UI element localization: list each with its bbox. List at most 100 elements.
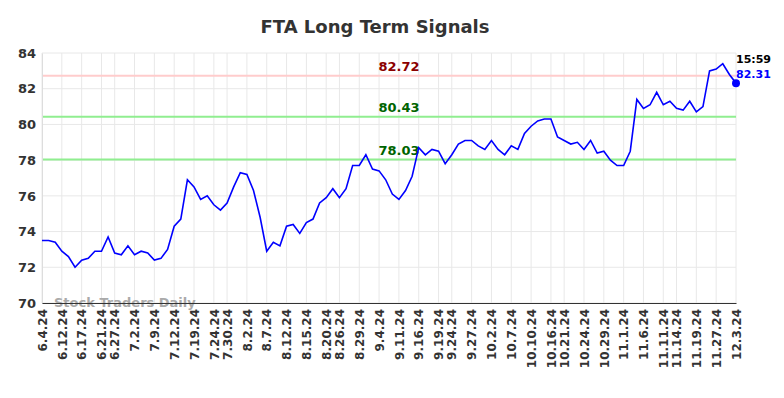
grid-line xyxy=(491,53,492,303)
grid-line xyxy=(42,195,736,196)
plot-area xyxy=(42,64,736,268)
tick: 10.16.24 xyxy=(545,303,559,368)
tick: 9.4.24 xyxy=(373,303,387,352)
grid-line xyxy=(42,231,736,232)
tick: 8.12.24 xyxy=(280,303,294,360)
tick: 6.21.24 xyxy=(95,303,109,360)
tick: 72 xyxy=(18,260,42,275)
tick-label: 74 xyxy=(18,224,36,239)
end-time: 15:59 xyxy=(736,53,771,66)
tick-label: 7.19.24 xyxy=(188,309,202,360)
grid-line xyxy=(550,53,551,303)
tick: 8.7.24 xyxy=(260,303,274,352)
tick-label: 10.24.24 xyxy=(578,309,592,368)
tick: 7.9.24 xyxy=(148,303,162,352)
tick-label: 6.21.24 xyxy=(95,309,109,360)
grid-line xyxy=(438,53,439,303)
tick-label: 6.12.24 xyxy=(56,309,70,360)
tick: 10.21.24 xyxy=(558,303,572,368)
tick-label: 8.26.24 xyxy=(333,309,347,360)
tick-label: 11.14.24 xyxy=(670,309,684,368)
x-axis: 6.4.246.12.246.17.246.21.246.27.247.2.24… xyxy=(36,303,744,368)
tick-label: 10.2.24 xyxy=(485,309,499,360)
tick: 8.15.24 xyxy=(300,303,314,360)
grid-line xyxy=(511,53,512,303)
tick: 10.2.24 xyxy=(485,303,499,360)
tick-label: 11.19.24 xyxy=(690,309,704,368)
tick: 8.20.24 xyxy=(320,303,334,360)
tick-label: 9.11.24 xyxy=(393,309,407,360)
axis-line xyxy=(43,303,737,304)
tick-label: 9.24.24 xyxy=(445,309,459,360)
grid-line xyxy=(42,160,736,161)
reference-label: 82.72 xyxy=(378,59,419,74)
grid-line xyxy=(114,53,115,303)
tick-label: 10.7.24 xyxy=(505,309,519,360)
tick-label: 10.16.24 xyxy=(545,309,559,368)
tick-label: 8.15.24 xyxy=(300,309,314,360)
grid-line xyxy=(736,53,737,303)
tick: 8.29.24 xyxy=(353,303,367,360)
tick-label: 12.3.24 xyxy=(730,309,744,360)
grid-line xyxy=(42,124,736,125)
tick: 9.27.24 xyxy=(465,303,479,360)
tick-label: 8.2.24 xyxy=(241,309,255,352)
tick-label: 11.6.24 xyxy=(637,309,651,360)
tick-label: 9.19.24 xyxy=(432,309,446,360)
grid-line xyxy=(42,88,736,89)
reference-label: 78.03 xyxy=(378,143,419,158)
tick: 11.27.24 xyxy=(710,303,724,368)
tick: 10.7.24 xyxy=(505,303,519,360)
tick: 7.2.24 xyxy=(128,303,142,352)
y-axis: 7072747678808284 xyxy=(18,46,43,311)
tick-label: 76 xyxy=(18,189,36,204)
grid-line xyxy=(398,53,399,303)
grid-line xyxy=(246,53,247,303)
grid-line xyxy=(42,53,736,54)
grid-line xyxy=(451,53,452,303)
watermark: Stock Traders Daily xyxy=(54,295,196,310)
title: FTA Long Term Signals xyxy=(260,16,489,37)
tick-label: 10.21.24 xyxy=(558,309,572,368)
grid-line xyxy=(643,53,644,303)
tick-label: 78 xyxy=(18,153,36,168)
tick: 6.27.24 xyxy=(108,303,122,360)
grid-line xyxy=(603,53,604,303)
tick: 80 xyxy=(18,117,42,132)
grid-line xyxy=(471,53,472,303)
grid-line xyxy=(676,53,677,303)
tick-label: 9.27.24 xyxy=(465,309,479,360)
grid-line xyxy=(42,267,736,268)
tick: 11.19.24 xyxy=(690,303,704,368)
tick-label: 10.10.24 xyxy=(525,309,539,368)
tick-label: 8.12.24 xyxy=(280,309,294,360)
price-line xyxy=(42,64,736,268)
tick-label: 11.27.24 xyxy=(710,309,724,368)
tick: 6.12.24 xyxy=(56,303,70,360)
grid-line xyxy=(716,53,717,303)
tick-label: 9.16.24 xyxy=(412,309,426,360)
tick: 6.4.24 xyxy=(36,303,50,352)
grid-line xyxy=(379,53,380,303)
grid-line xyxy=(154,53,155,303)
tick: 11.1.24 xyxy=(617,303,631,360)
grid-line xyxy=(326,53,327,303)
tick: 84 xyxy=(18,46,42,61)
grid-line xyxy=(339,53,340,303)
reference-line xyxy=(42,159,736,161)
reference-line xyxy=(42,75,736,77)
tick: 8.26.24 xyxy=(333,303,347,360)
grid-line xyxy=(286,53,287,303)
grid-line xyxy=(359,53,360,303)
tick: 11.6.24 xyxy=(637,303,651,360)
tick-label: 80 xyxy=(18,117,36,132)
tick: 10.24.24 xyxy=(578,303,592,368)
tick-label: 8.7.24 xyxy=(260,309,274,352)
reference-label: 80.43 xyxy=(378,100,419,115)
grid-line xyxy=(531,53,532,303)
tick: 10.10.24 xyxy=(525,303,539,368)
tick-label: 7.2.24 xyxy=(128,309,142,352)
tick: 7.24.24 xyxy=(208,303,222,360)
tick-label: 11.1.24 xyxy=(617,309,631,360)
tick-label: 72 xyxy=(18,260,36,275)
